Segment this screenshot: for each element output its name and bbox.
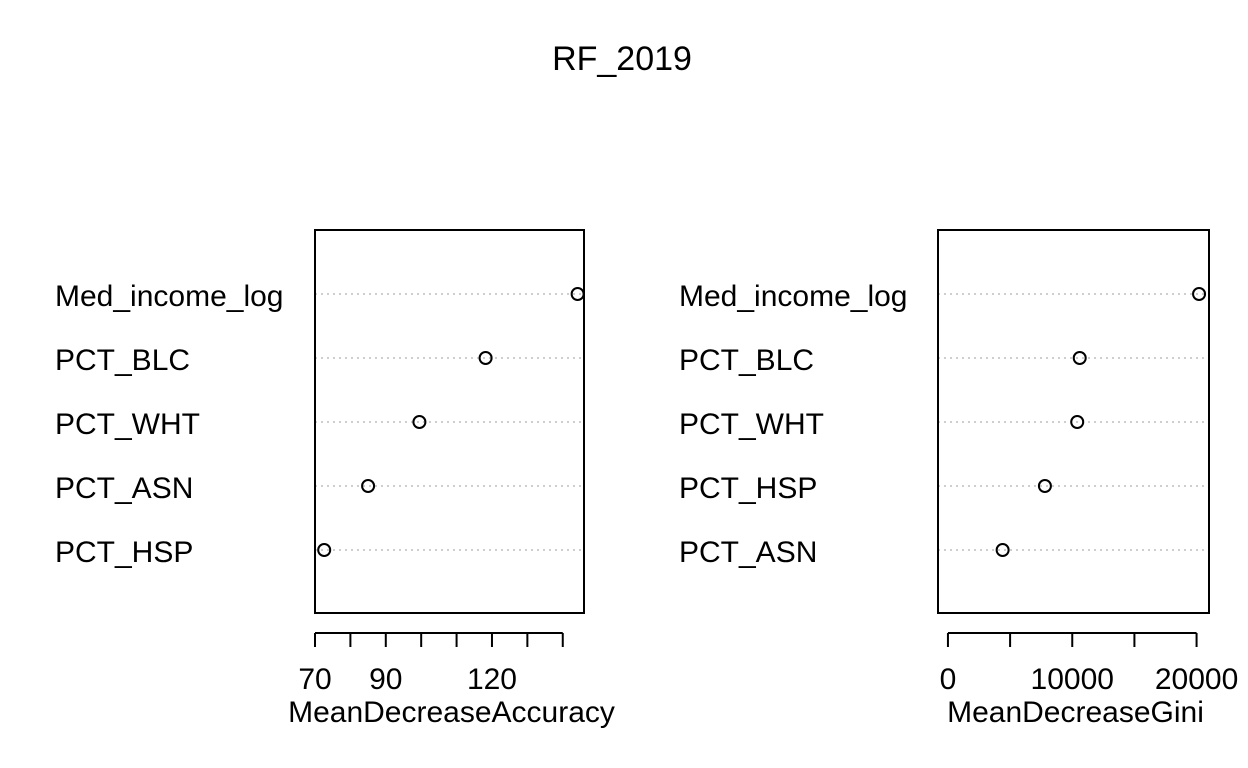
gini-category-label: PCT_WHT — [679, 408, 824, 441]
accuracy-point — [478, 351, 493, 365]
accuracy-category-label: PCT_HSP — [55, 536, 193, 569]
gini-category-label: Med_income_log — [679, 280, 907, 313]
accuracy-panel: Med_income_log PCT_BLC PCT_WHT PCT_ASN PCT_H… — [55, 229, 615, 729]
accuracy-category-label: PCT_WHT — [55, 408, 200, 441]
accuracy-category-label: PCT_BLC — [55, 344, 190, 377]
accuracy-category-label: PCT_ASN — [55, 472, 193, 505]
gini-point — [1070, 415, 1085, 429]
accuracy-point — [361, 479, 376, 493]
gini-x-tick-label: 20000 — [1155, 663, 1238, 696]
gini-point — [1192, 287, 1207, 301]
gini-point — [995, 543, 1010, 557]
chart-title: RF_2019 — [552, 40, 692, 78]
accuracy-x-axis-label: MeanDecreaseAccuracy — [288, 696, 615, 729]
accuracy-plot-frame — [314, 229, 585, 614]
accuracy-point — [412, 415, 427, 429]
gini-point — [1037, 479, 1052, 493]
gini-panel: Med_income_log PCT_BLC PCT_WHT PCT_HSP PCT_A… — [679, 229, 1238, 729]
gini-point — [1072, 351, 1087, 365]
accuracy-category-label: Med_income_log — [55, 280, 283, 313]
gini-x-tick-label: 10000 — [1031, 663, 1114, 696]
gini-plot-frame — [937, 229, 1210, 614]
gini-category-label: PCT_ASN — [679, 536, 817, 569]
accuracy-x-tick-label: 90 — [369, 663, 402, 696]
gini-category-label: PCT_BLC — [679, 344, 814, 377]
gini-x-axis-label: MeanDecreaseGini — [947, 696, 1204, 729]
gini-x-tick-label: 0 — [940, 663, 957, 696]
gini-category-label: PCT_HSP — [679, 472, 817, 505]
accuracy-point — [317, 543, 332, 557]
accuracy-x-tick-label: 120 — [467, 663, 517, 696]
accuracy-x-tick-label: 70 — [298, 663, 331, 696]
